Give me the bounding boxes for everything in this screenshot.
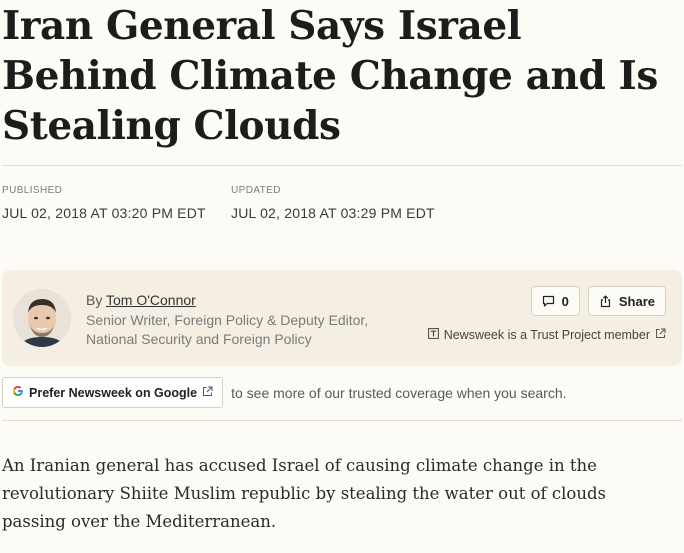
article-lede: An Iranian general has accused Israel of… (2, 456, 606, 531)
comments-button[interactable]: 0 (530, 286, 580, 316)
published-value: JUL 02, 2018 AT 03:20 PM EDT (2, 205, 206, 221)
author-avatar[interactable] (13, 289, 71, 347)
byline: By Tom O'Connor (86, 292, 416, 308)
external-link-icon (655, 328, 666, 342)
author-name-link[interactable]: Tom O'Connor (105, 292, 196, 308)
byline-card: By Tom O'Connor Senior Writer, Foreign P… (2, 270, 682, 366)
divider (2, 420, 682, 421)
article-actions: 0 Share (530, 286, 666, 316)
trust-label: Newsweek is a Trust Project member (443, 328, 650, 342)
author-title: Senior Writer, Foreign Policy & Deputy E… (86, 312, 369, 347)
google-icon (12, 385, 24, 400)
trust-project-icon (427, 328, 439, 342)
comments-count: 0 (561, 293, 569, 309)
prefer-source-row: Prefer Newsweek on Google to see more of… (2, 377, 682, 408)
article-dates: PUBLISHED JUL 02, 2018 AT 03:20 PM EDT U… (2, 185, 682, 229)
share-label: Share (618, 293, 655, 309)
prefer-button-label: Prefer Newsweek on Google (29, 385, 198, 400)
published-date: PUBLISHED JUL 02, 2018 AT 03:20 PM EDT (2, 185, 231, 229)
published-label: PUBLISHED (2, 185, 63, 196)
prefer-newsweek-button[interactable]: Prefer Newsweek on Google (2, 377, 224, 408)
updated-label: UPDATED (231, 185, 281, 196)
updated-value: JUL 02, 2018 AT 03:29 PM EDT (231, 205, 435, 221)
divider (2, 165, 682, 166)
share-button[interactable]: Share (587, 286, 666, 316)
share-icon (599, 294, 612, 308)
by-prefix: By (86, 292, 103, 308)
comment-icon (542, 295, 555, 308)
external-link-icon (202, 386, 213, 400)
updated-date: UPDATED JUL 02, 2018 AT 03:29 PM EDT (231, 185, 435, 229)
prefer-description: to see more of our trusted coverage when… (231, 384, 567, 401)
author-block: By Tom O'Connor Senior Writer, Foreign P… (86, 292, 416, 349)
article-headline: Iran General Says Israel Behind Climate … (2, 3, 658, 149)
trust-project-link[interactable]: Newsweek is a Trust Project member (427, 328, 666, 342)
